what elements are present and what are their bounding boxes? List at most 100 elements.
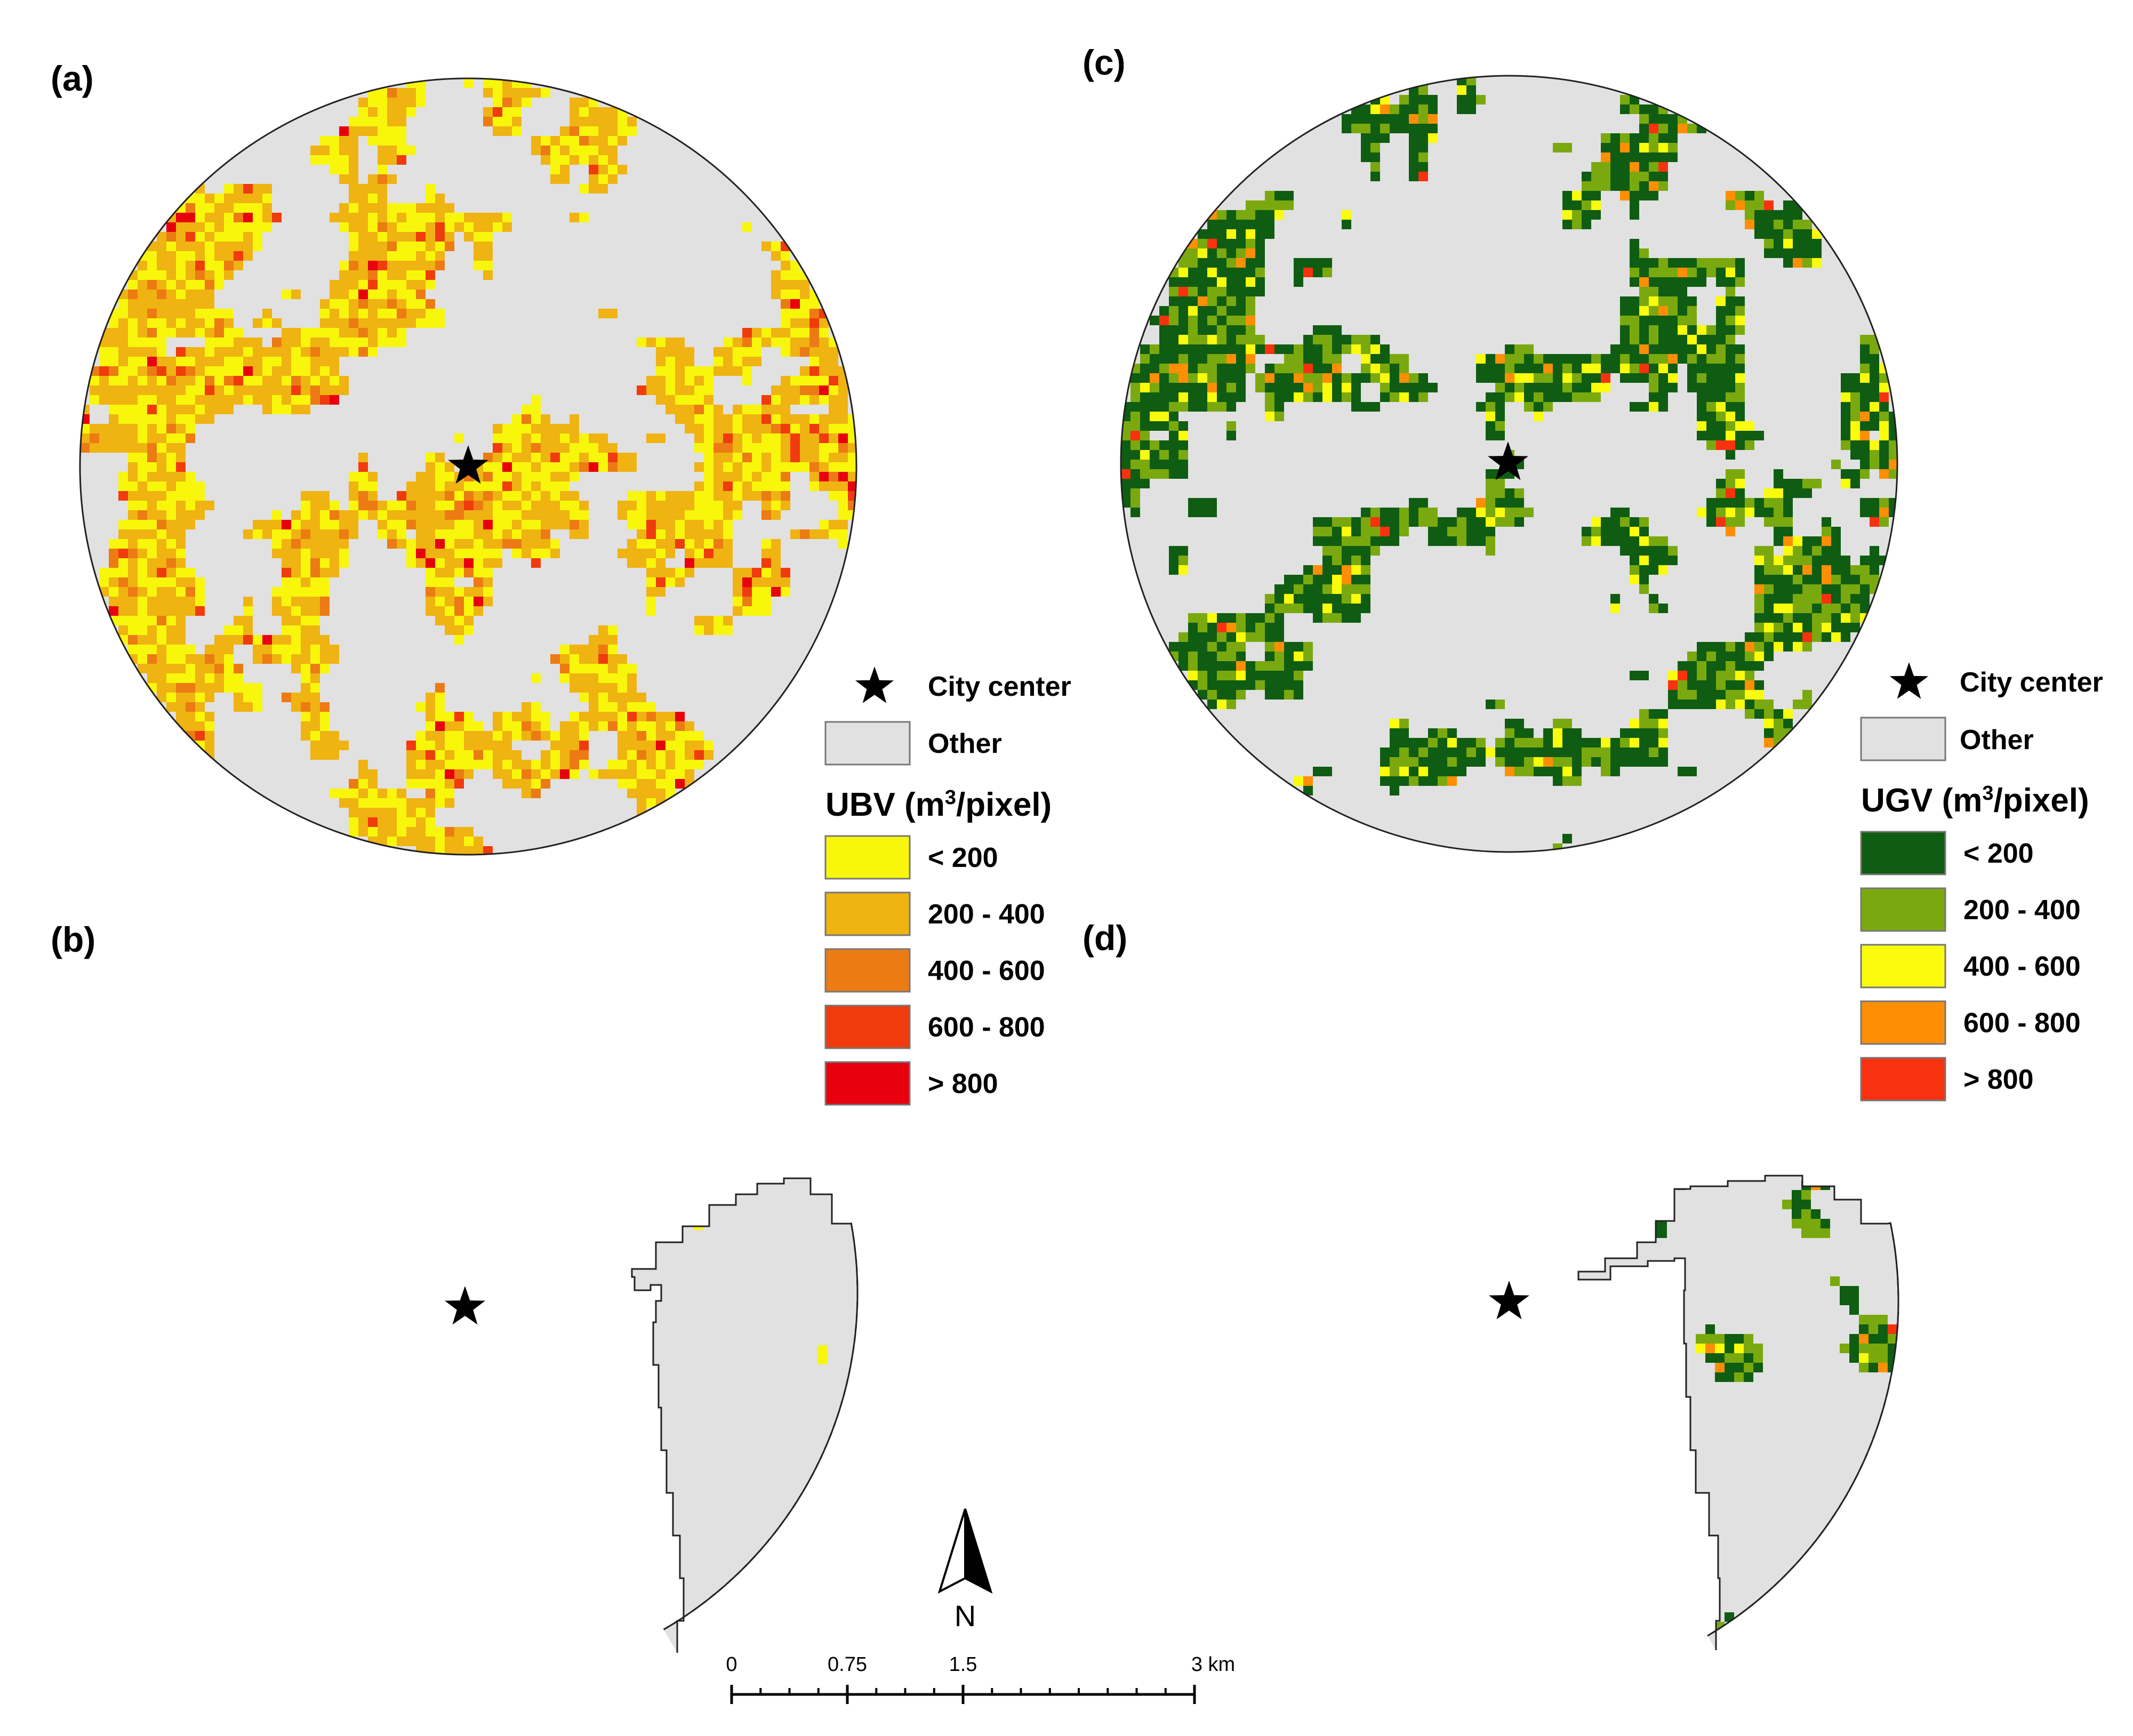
- raster-pixel: [261, 1057, 271, 1067]
- raster-pixel: [424, 1096, 434, 1105]
- raster-pixel: [301, 405, 310, 414]
- raster-pixel: [405, 1134, 415, 1144]
- raster-pixel: [109, 414, 118, 424]
- raster-pixel: [146, 1067, 156, 1076]
- raster-pixel: [1639, 162, 1649, 172]
- raster-pixel: [1159, 335, 1169, 344]
- raster-pixel: [1841, 421, 1850, 431]
- raster-pixel: [416, 769, 426, 779]
- raster-pixel: [262, 184, 272, 194]
- raster-pixel: [147, 635, 157, 645]
- raster-pixel: [387, 136, 397, 146]
- raster-pixel: [1687, 364, 1697, 373]
- raster-pixel: [214, 194, 224, 203]
- raster-pixel: [655, 1124, 664, 1134]
- raster-pixel: [531, 414, 541, 424]
- raster-pixel: [291, 395, 301, 405]
- raster-pixel: [234, 702, 243, 712]
- raster-pixel: [108, 1316, 117, 1326]
- raster-pixel: [261, 1518, 271, 1528]
- raster-pixel: [416, 98, 426, 107]
- raster-pixel: [328, 1172, 338, 1182]
- raster-pixel: [1226, 220, 1236, 229]
- raster-pixel: [176, 481, 186, 491]
- raster-pixel: [1620, 143, 1630, 152]
- raster-pixel: [357, 952, 367, 961]
- raster-pixel: [655, 1038, 664, 1048]
- raster-pixel: [349, 789, 358, 798]
- raster-pixel: [349, 328, 358, 337]
- raster-pixel: [1860, 344, 1870, 354]
- raster-pixel: [426, 827, 435, 837]
- raster-pixel: [328, 961, 338, 971]
- raster-pixel: [300, 1048, 309, 1057]
- raster-pixel: [1841, 469, 1850, 479]
- raster-pixel: [232, 1259, 242, 1268]
- raster-pixel: [1342, 344, 1351, 354]
- raster-pixel: [386, 1182, 396, 1192]
- raster-pixel: [127, 1307, 137, 1316]
- raster-pixel: [186, 290, 195, 299]
- raster-pixel: [771, 472, 781, 481]
- raster-pixel: [291, 664, 301, 673]
- raster-pixel: [541, 760, 550, 769]
- raster-pixel: [147, 337, 157, 347]
- raster-pixel: [444, 904, 453, 913]
- raster-pixel: [328, 933, 338, 942]
- raster-pixel: [338, 1105, 348, 1115]
- raster-pixel: [809, 424, 819, 433]
- raster-pixel: [530, 1028, 540, 1038]
- raster-pixel: [127, 1326, 137, 1336]
- raster-pixel: [232, 1422, 242, 1432]
- raster-pixel: [397, 270, 406, 280]
- raster-pixel: [213, 1451, 223, 1460]
- raster-pixel: [205, 222, 214, 232]
- raster-pixel: [637, 760, 646, 769]
- raster-pixel: [234, 184, 243, 194]
- raster-pixel: [165, 1038, 175, 1048]
- raster-pixel: [128, 337, 138, 347]
- raster-pixel: [357, 1153, 367, 1163]
- raster-pixel: [1745, 210, 1754, 220]
- raster-pixel: [704, 453, 713, 462]
- raster-pixel: [147, 443, 157, 453]
- raster-pixel: [1274, 392, 1284, 402]
- raster-pixel: [234, 242, 243, 251]
- raster-pixel: [253, 232, 262, 242]
- raster-pixel: [646, 376, 656, 385]
- raster-pixel: [280, 1124, 290, 1134]
- raster-pixel: [280, 1307, 290, 1316]
- raster-pixel: [138, 328, 147, 337]
- raster-pixel: [310, 357, 320, 366]
- raster-pixel: [319, 1182, 328, 1192]
- raster-pixel: [685, 405, 694, 414]
- raster-pixel: [589, 693, 598, 702]
- raster-pixel: [166, 635, 176, 645]
- raster-pixel: [242, 1480, 252, 1489]
- raster-pixel: [694, 731, 704, 741]
- raster-pixel: [1188, 392, 1198, 402]
- raster-pixel: [483, 242, 493, 251]
- raster-pixel: [406, 290, 416, 299]
- raster-pixel: [1639, 316, 1649, 325]
- raster-pixel: [386, 1153, 396, 1163]
- raster-pixel: [176, 376, 186, 385]
- raster-pixel: [685, 549, 694, 558]
- raster-pixel: [290, 1566, 300, 1576]
- raster-pixel: [549, 952, 559, 961]
- raster-pixel: [378, 146, 387, 155]
- raster-pixel: [1543, 354, 1553, 364]
- raster-pixel: [271, 1403, 280, 1412]
- raster-pixel: [483, 750, 493, 760]
- raster-pixel: [338, 1201, 348, 1211]
- raster-pixel: [781, 405, 790, 414]
- raster-pixel: [560, 453, 570, 462]
- raster-pixel: [387, 299, 397, 309]
- raster-pixel: [781, 587, 790, 597]
- raster-pixel: [493, 721, 502, 731]
- raster-pixel: [291, 366, 301, 376]
- raster-pixel: [213, 1316, 223, 1326]
- raster-pixel: [223, 1115, 232, 1124]
- raster-pixel: [501, 952, 511, 961]
- raster-pixel: [502, 88, 512, 98]
